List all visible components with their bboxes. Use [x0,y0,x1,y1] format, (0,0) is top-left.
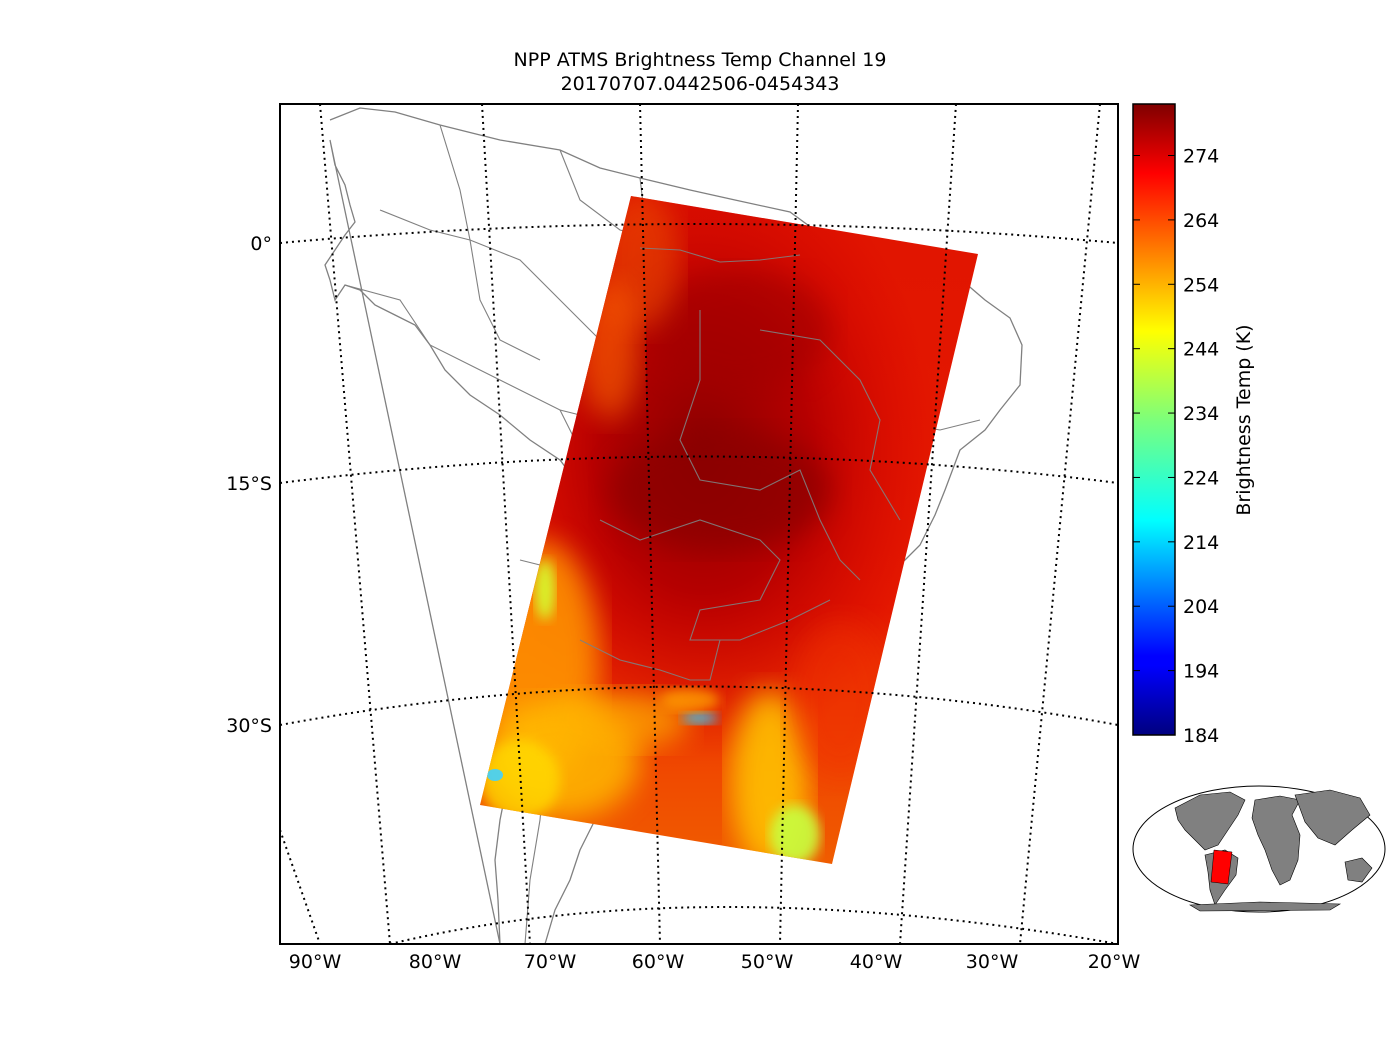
colorbar-tick-label: 214 [1183,532,1219,554]
colorbar-tick-label: 254 [1183,274,1219,296]
lon-label-50w: 50°W [741,951,794,973]
colorbar-tick-label: 234 [1183,403,1219,425]
colorbar: 274 264 254 244 234 224 214 204 194 184 Brightnes… [1132,103,1255,747]
map-subtitle: 20170707.0442506-0454343 [560,73,840,95]
colorbar-tick-label: 244 [1183,339,1219,361]
lon-label-60w: 60°W [632,951,685,973]
lon-label-80w: 80°W [409,951,462,973]
colorbar-tick-label: 264 [1183,210,1219,232]
inset-asia [1294,789,1371,846]
lon-label-40w: 40°W [850,951,903,973]
map-title: NPP ATMS Brightness Temp Channel 19 [513,49,887,71]
colorbar-tick-label: 184 [1183,725,1219,747]
colorbar-tick-label: 204 [1183,596,1219,618]
inset-swath-footprint [1210,849,1233,885]
map-area [280,104,1118,944]
lon-label-20w: 20°W [1088,951,1141,973]
lon-label-70w: 70°W [524,951,577,973]
lat-label-15s: 15°S [226,473,272,495]
inset-world-map [1132,785,1386,913]
colorbar-tick-label: 224 [1183,467,1219,489]
lat-label-0: 0° [250,233,272,255]
lon-label-90w: 90°W [289,951,342,973]
colorbar-gradient [1133,104,1175,735]
map-frame [279,103,1119,945]
inset-antarctica [1188,901,1342,912]
lat-label-30s: 30°S [226,715,272,737]
inset-australia [1344,857,1373,883]
graticule [280,104,1118,944]
lon-label-30w: 30°W [966,951,1019,973]
colorbar-tick-label: 194 [1183,661,1219,683]
colorbar-label: Brightness Temp (K) [1233,324,1255,515]
inset-north-america [1174,791,1246,851]
colorbar-tick-label: 274 [1183,146,1219,168]
